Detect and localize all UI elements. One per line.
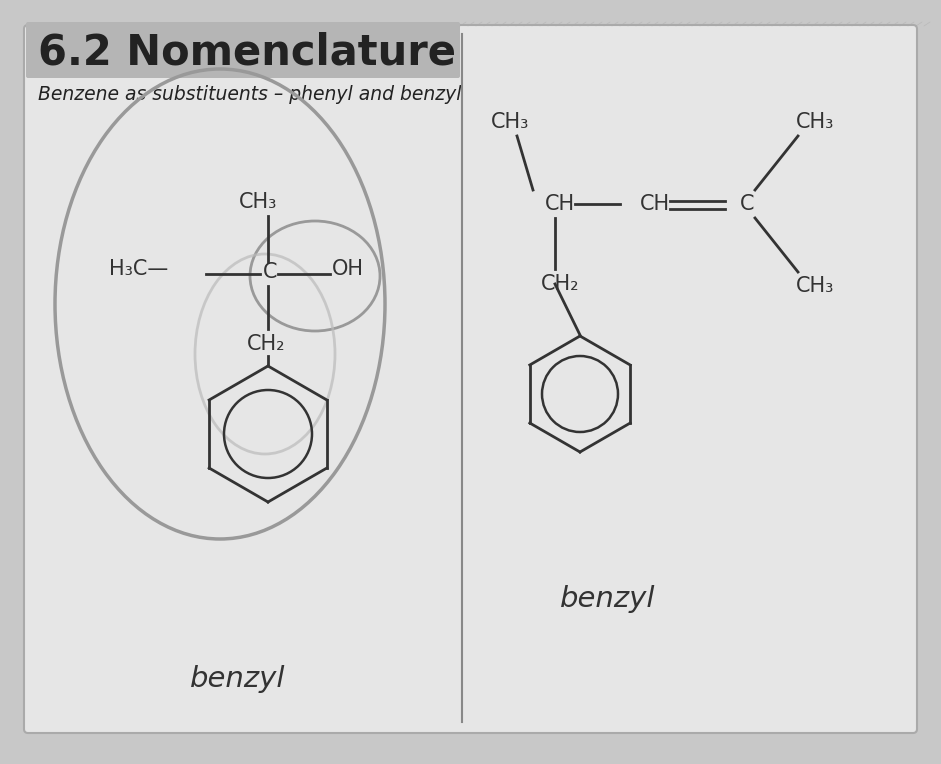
Text: 6.2 Nomenclature: 6.2 Nomenclature [38, 31, 456, 73]
Text: C: C [740, 194, 755, 214]
Text: CH: CH [640, 194, 670, 214]
Text: CH₃: CH₃ [796, 276, 834, 296]
Text: CH₂: CH₂ [247, 334, 285, 354]
Text: OH: OH [332, 259, 364, 279]
FancyBboxPatch shape [26, 22, 460, 78]
Text: C: C [263, 262, 278, 282]
Text: H₃C—: H₃C— [109, 259, 168, 279]
Text: CH₂: CH₂ [541, 274, 580, 294]
Text: CH₃: CH₃ [796, 112, 834, 132]
Text: benzyl: benzyl [190, 665, 285, 693]
Text: CH: CH [545, 194, 575, 214]
Text: Benzene as substituents – phenyl and benzyl: Benzene as substituents – phenyl and ben… [38, 85, 461, 103]
Text: CH₃: CH₃ [491, 112, 529, 132]
Text: benzyl: benzyl [560, 585, 656, 613]
Text: CH₃: CH₃ [239, 192, 278, 212]
FancyBboxPatch shape [24, 25, 917, 733]
